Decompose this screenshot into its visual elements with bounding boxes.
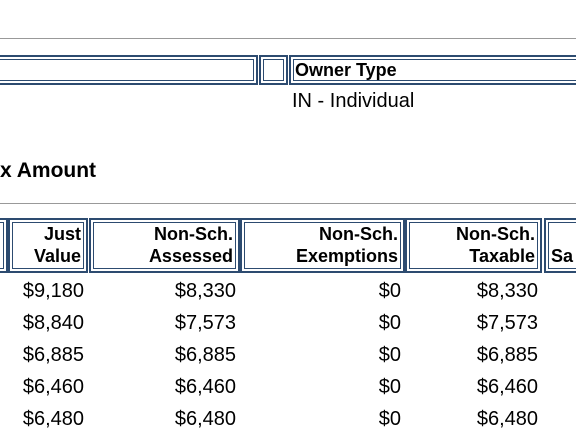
table-cell: $6,885 (476, 344, 538, 366)
header-text: Non-Sch. (456, 224, 535, 244)
header-cell: Non-Sch. Taxable (405, 218, 542, 273)
table-cell: $6,460 (174, 376, 236, 398)
header-text: Sa (551, 246, 574, 266)
owner-type-value: IN - Individual (292, 90, 415, 112)
table-cell: $6,480 (476, 408, 538, 430)
table-cell: $8,330 (476, 280, 538, 302)
table-cell: $9,180 (22, 280, 84, 302)
table-cell: $6,480 (22, 408, 84, 430)
header-text: Just (43, 224, 81, 244)
table-cell: $8,330 (174, 280, 236, 302)
field-box (0, 55, 258, 85)
table-cell: $6,885 (22, 344, 84, 366)
field-box (259, 55, 288, 85)
table-cell: $8,840 (22, 312, 84, 334)
divider (0, 38, 576, 39)
table-cell: $6,480 (174, 408, 236, 430)
table-cell: $6,460 (476, 376, 538, 398)
header-cell (0, 218, 8, 273)
header-cell: Non-Sch. Exemptions (240, 218, 405, 273)
table-cell: $6,460 (22, 376, 84, 398)
section-title: x Amount (0, 159, 97, 182)
table-cell: $0 (378, 344, 401, 366)
table-cell: $0 (378, 312, 401, 334)
header-cell: Just Value (8, 218, 88, 273)
table-cell: $0 (378, 280, 401, 302)
table-cell: $7,573 (476, 312, 538, 334)
table-cell: $7,573 (174, 312, 236, 334)
header-text: Taxable (469, 246, 535, 266)
header-text: Exemptions (295, 246, 398, 266)
header-text: Non-Sch. (319, 224, 398, 244)
header-text: Value (33, 246, 81, 266)
header-text: Assessed (148, 246, 233, 266)
divider (0, 203, 576, 204)
owner-type-label: Owner Type (289, 55, 576, 85)
table-cell: $0 (378, 408, 401, 430)
header-cell: Sa (544, 218, 576, 273)
table-cell: $6,885 (174, 344, 236, 366)
header-text: Non-Sch. (154, 224, 233, 244)
header-cell: Non-Sch. Assessed (89, 218, 240, 273)
table-cell: $0 (378, 376, 401, 398)
